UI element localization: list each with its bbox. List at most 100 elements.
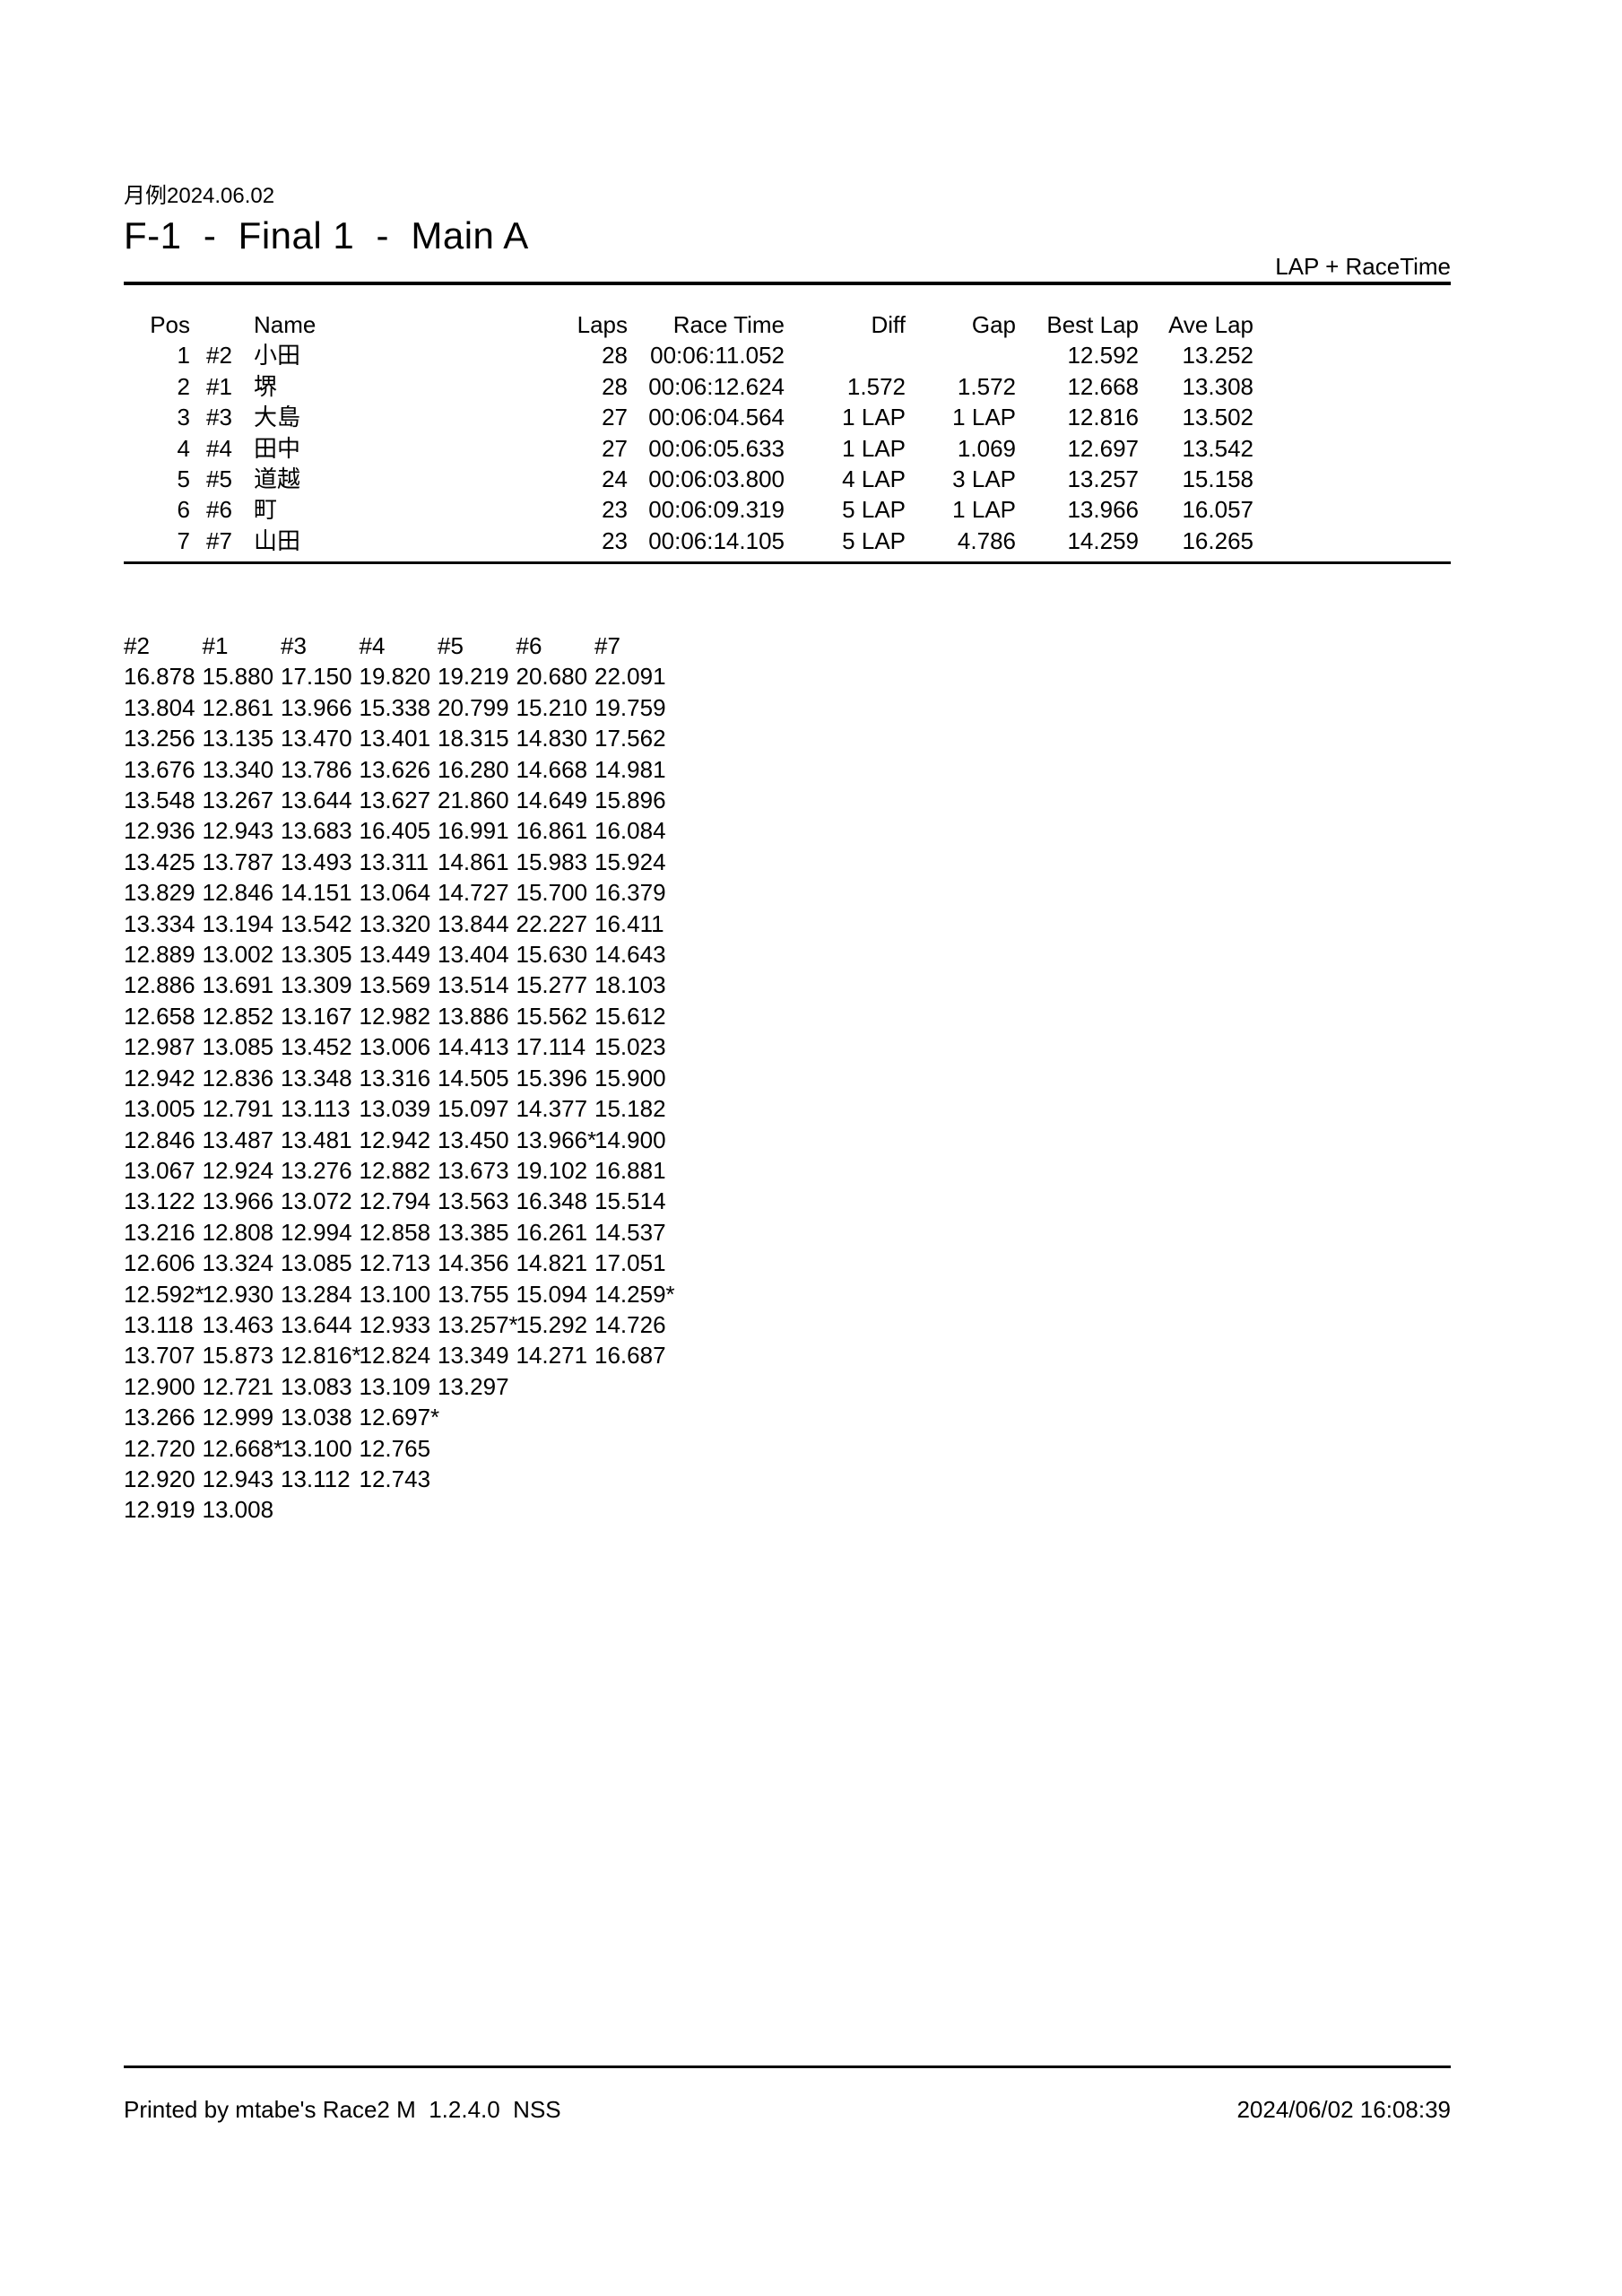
result-cell-pos: 3 — [177, 404, 190, 431]
lap-time-cell: 12.982 — [359, 1002, 431, 1030]
results-table: Pos Name Laps Race Time Diff Gap Best Lap Ave L… — [124, 309, 1451, 556]
lap-time-cell: 15.873 — [202, 1342, 274, 1370]
result-row: 7 #7 山田 23 00:06:14.105 5 LAP 4.786 14.259 16.26… — [124, 526, 1451, 556]
lap-time-cell: 13.683 — [281, 817, 352, 845]
lap-time-cell: 12.886 — [124, 971, 195, 999]
result-cell-laps: 28 — [602, 342, 628, 370]
lap-time-cell: 13.644 — [281, 1310, 352, 1338]
result-cell-pos: 2 — [177, 372, 190, 400]
result-cell-car: #7 — [206, 526, 232, 554]
lap-time-cell: 12.816* — [281, 1342, 361, 1370]
result-cell-best-lap: 12.668 — [1067, 372, 1139, 400]
lap-time-cell: 15.562 — [516, 1002, 588, 1030]
lap-time-cell: 13.100 — [281, 1434, 352, 1462]
result-cell-car: #1 — [206, 372, 232, 400]
lap-time-cell: 17.051 — [594, 1249, 666, 1277]
result-cell-gap: 4.786 — [957, 526, 1016, 554]
result-cell-gap — [906, 340, 1016, 370]
lap-column-header: #1 — [202, 632, 229, 659]
lap-time-cell: 13.493 — [281, 848, 352, 875]
lap-time-cell: 13.644 — [281, 787, 352, 814]
result-cell-laps: 28 — [602, 372, 628, 400]
result-row: 3 #3 大島 27 00:06:04.564 1 LAP 1 LAP 12.816 13.50… — [124, 402, 1451, 432]
lap-time-cell: 15.924 — [594, 848, 666, 875]
lap-time-cell: 15.094 — [516, 1280, 588, 1308]
lap-time-cell: 15.023 — [594, 1033, 666, 1061]
result-cell-diff: 5 LAP — [842, 496, 906, 524]
lap-time-cell: 20.799 — [438, 693, 509, 721]
lap-time-cell: 13.305 — [281, 941, 352, 969]
lap-time-cell: 12.942 — [124, 1064, 195, 1091]
lap-time-cell: 13.755 — [438, 1280, 509, 1308]
result-cell-laps: 27 — [602, 404, 628, 431]
result-cell-race-time: 00:06:04.564 — [648, 404, 785, 431]
lap-time-cell: 16.348 — [516, 1187, 588, 1215]
lap-time-cell: 14.259* — [594, 1280, 675, 1308]
lap-time-cell: 13.324 — [202, 1249, 274, 1277]
lap-time-cell: 12.836 — [202, 1064, 274, 1091]
lap-time-cell: 13.966* — [516, 1126, 597, 1153]
lap-time-cell: 12.861 — [202, 693, 274, 721]
lap-time-cell: 13.113 — [281, 1095, 351, 1123]
lap-time-cell: 13.385 — [438, 1218, 509, 1246]
lap-time-cell: 15.612 — [594, 1002, 666, 1030]
lap-time-cell: 12.846 — [124, 1126, 195, 1153]
result-cell-car: #3 — [206, 404, 232, 431]
lap-time-cell: 13.334 — [124, 909, 195, 937]
lap-time-cell: 13.691 — [202, 971, 274, 999]
lap-time-cell: 16.881 — [594, 1156, 666, 1184]
lap-time-cell: 15.210 — [516, 693, 588, 721]
lap-time-cell: 12.994 — [281, 1218, 352, 1246]
result-cell-diff: 1 LAP — [842, 404, 906, 431]
page-title: F-1 - Final 1 - Main A — [124, 214, 529, 257]
lap-time-cell: 13.786 — [281, 755, 352, 783]
result-cell-gap: 1.572 — [957, 372, 1016, 400]
result-cell-name: 町 — [254, 496, 278, 524]
scoring-mode-label: LAP + RaceTime — [1275, 253, 1451, 280]
lap-time-cell: 13.563 — [438, 1187, 509, 1215]
lap-time-cell: 14.377 — [516, 1095, 588, 1123]
lap-time-cell: 16.261 — [516, 1218, 588, 1246]
lap-time-cell: 12.668* — [202, 1434, 283, 1462]
lap-time-cell: 12.721 — [202, 1372, 274, 1400]
lap-time-cell: 13.167 — [281, 1002, 352, 1030]
lap-time-cell: 17.114 — [516, 1033, 586, 1061]
lap-time-cell: 13.404 — [438, 941, 509, 969]
lap-time-cell: 15.514 — [594, 1187, 666, 1215]
lap-time-cell: 18.315 — [438, 725, 509, 752]
lap-time-cell: 21.860 — [438, 787, 509, 814]
lap-time-cell: 13.112 — [281, 1465, 351, 1492]
lap-time-cell: 13.257* — [438, 1310, 518, 1338]
lap-time-cell: 12.942 — [359, 1126, 431, 1153]
lap-time-cell: 16.991 — [438, 817, 509, 845]
lap-time-cell: 13.006 — [359, 1033, 431, 1061]
lap-time-cell: 13.085 — [281, 1249, 352, 1277]
event-date-label: 月例2024.06.02 — [124, 184, 275, 208]
lap-time-cell: 12.743 — [359, 1465, 431, 1492]
printed-by-label: Printed by mtabe's Race2 M 1.2.4.0 NSS — [124, 2096, 561, 2123]
result-cell-diff: 4 LAP — [842, 465, 906, 493]
lap-time-cell: 19.820 — [359, 663, 431, 691]
result-row: 4 #4 田中 27 00:06:05.633 1 LAP 1.069 12.697 13.54… — [124, 433, 1451, 464]
lap-time-cell: 13.450 — [438, 1126, 509, 1153]
lap-time-cell: 12.697* — [359, 1404, 440, 1431]
lap-time-cell: 15.396 — [516, 1064, 588, 1091]
lap-time-cell: 13.267 — [202, 787, 274, 814]
results-header-best-lap: Best Lap — [1046, 311, 1139, 338]
result-cell-diff — [785, 340, 906, 370]
lap-time-cell: 14.830 — [516, 725, 588, 752]
lap-time-cell: 13.276 — [281, 1156, 352, 1184]
lap-time-cell: 14.727 — [438, 879, 509, 907]
lap-time-cell: 22.091 — [594, 663, 666, 691]
lap-time-cell: 16.084 — [594, 817, 666, 845]
result-cell-race-time: 00:06:11.052 — [650, 342, 785, 370]
lap-time-cell: 14.981 — [594, 755, 666, 783]
lap-time-cell: 12.889 — [124, 941, 195, 969]
lap-time-cell: 13.966 — [281, 693, 352, 721]
result-cell-name: 山田 — [254, 526, 301, 554]
lap-time-cell: 13.311 — [359, 848, 429, 875]
lap-time-cell: 13.844 — [438, 909, 509, 937]
lap-time-cell: 12.924 — [202, 1156, 274, 1184]
lap-time-cell: 13.787 — [202, 848, 274, 875]
